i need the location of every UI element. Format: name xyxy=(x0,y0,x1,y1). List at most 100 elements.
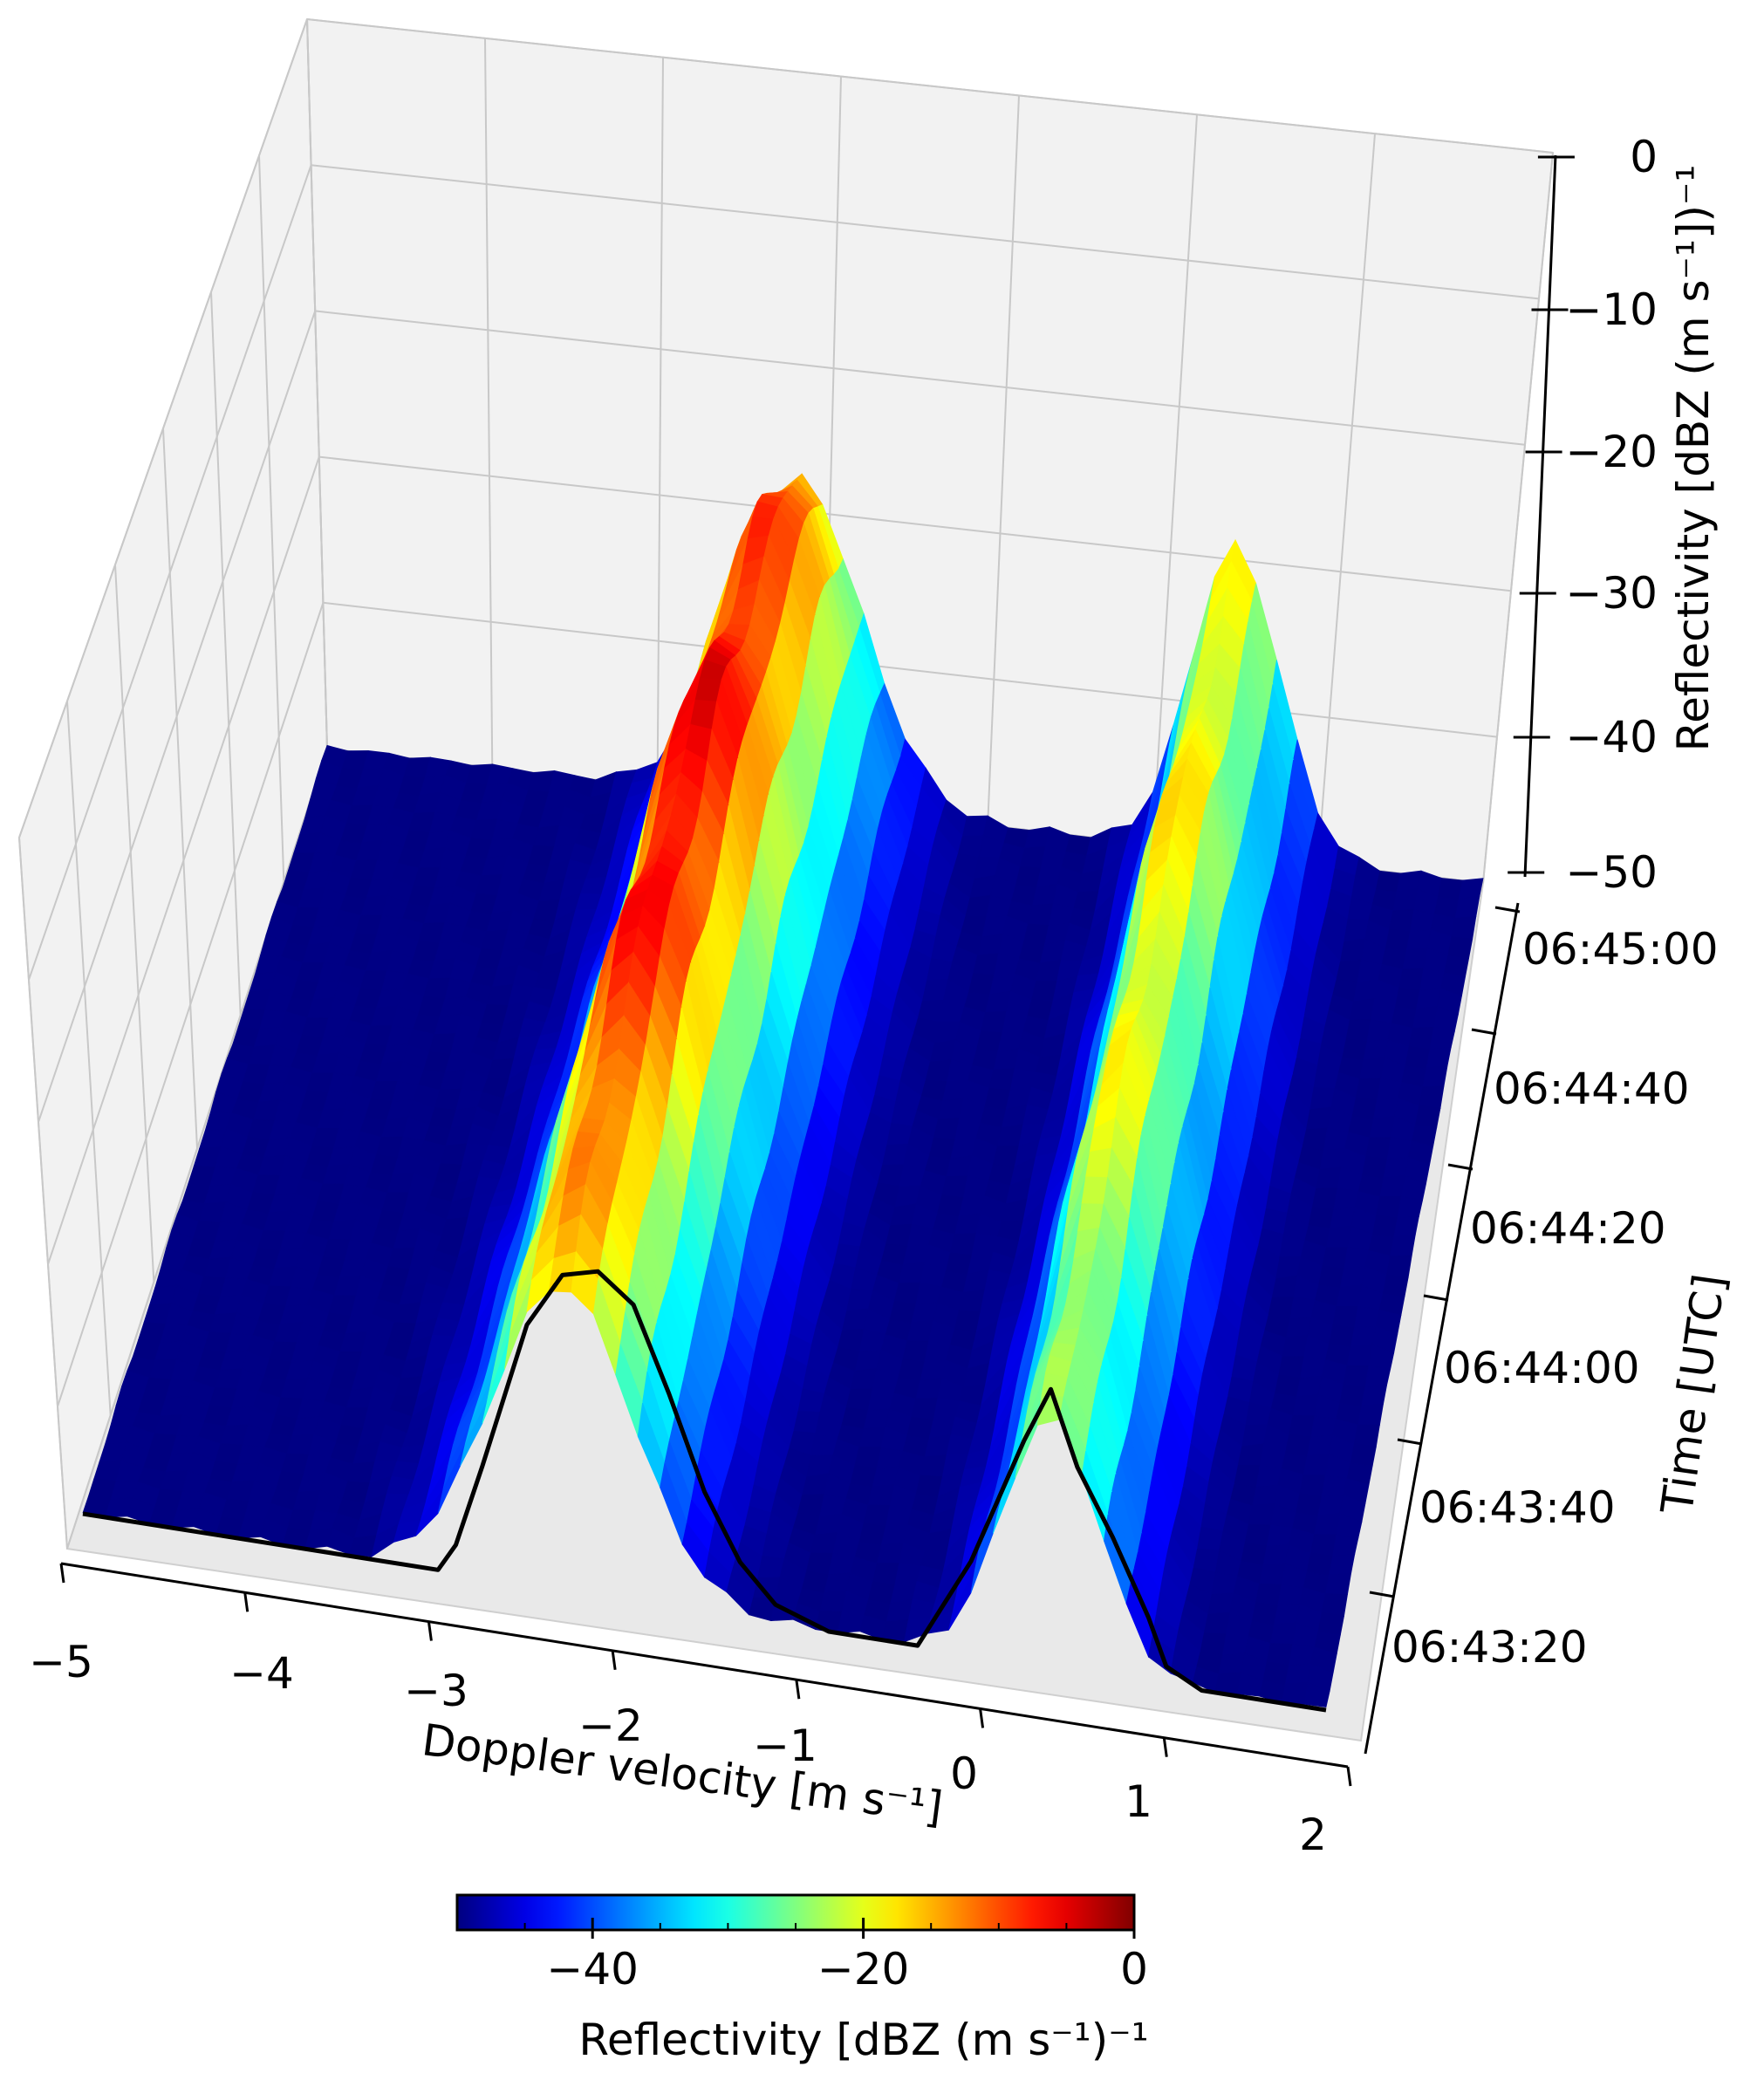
surface-facet xyxy=(868,1581,896,1605)
tick-mark xyxy=(1471,1028,1497,1036)
x-tick-label: 1 xyxy=(1125,1776,1152,1827)
colorbar-tick-label: 0 xyxy=(1120,1944,1148,1995)
grid-line xyxy=(162,428,198,1149)
tick-mark xyxy=(59,1563,65,1584)
surface-facet xyxy=(1262,1661,1289,1685)
right-back-pane xyxy=(305,17,1555,885)
surface-facet xyxy=(1085,1147,1112,1179)
surface-facet xyxy=(1274,1603,1301,1625)
grid-line xyxy=(656,57,664,788)
z-tick-label: −20 xyxy=(1565,427,1658,477)
surface-facet xyxy=(858,1522,886,1546)
surface-facet xyxy=(1359,1057,1385,1080)
surface-facet xyxy=(1398,968,1425,991)
surface-facet xyxy=(1310,1415,1337,1438)
grid-line xyxy=(306,18,1554,154)
surface-facet xyxy=(1344,1247,1370,1269)
x-tick-label: −3 xyxy=(404,1666,468,1716)
surface-facet xyxy=(1336,959,1362,983)
surface-facet xyxy=(1332,1534,1359,1557)
z-tick-label: 0 xyxy=(1630,132,1658,182)
x-tick-label: 2 xyxy=(1299,1810,1327,1860)
surface-facet xyxy=(1392,888,1419,912)
surface-facet xyxy=(906,1416,934,1440)
surface-facet xyxy=(1271,1275,1298,1298)
surface-facet xyxy=(1259,1563,1286,1585)
surface-facet xyxy=(1310,1534,1337,1557)
y-tick-label: 06:44:40 xyxy=(1494,1064,1690,1114)
tick-mark xyxy=(1423,1294,1449,1302)
surface-facet xyxy=(1311,1187,1338,1211)
surface-facet xyxy=(1415,1105,1441,1128)
surface-facet xyxy=(1289,1644,1316,1666)
surface-facet xyxy=(1321,1593,1348,1617)
grid-line xyxy=(210,291,242,1016)
reflectivity-surface xyxy=(82,473,1484,1708)
surface-facet xyxy=(1244,1523,1271,1547)
surface-facet xyxy=(1306,1552,1334,1576)
grid-line xyxy=(258,155,285,882)
y-tick-label: 06:44:20 xyxy=(1470,1203,1666,1254)
surface-facet xyxy=(1266,1643,1294,1666)
surface-facet xyxy=(1251,1602,1279,1625)
surface-facet xyxy=(1454,895,1480,919)
surface-facet xyxy=(1419,968,1446,991)
surface-facet xyxy=(1390,1234,1416,1257)
surface-facet xyxy=(1447,936,1473,959)
surface-facet xyxy=(1321,1475,1348,1498)
colorbar-gradient xyxy=(455,1893,1136,1932)
surface-facet xyxy=(1429,1026,1455,1050)
surface-facet xyxy=(1317,1611,1344,1636)
surface-facet xyxy=(1285,1434,1312,1457)
tick-mark xyxy=(1369,1591,1395,1598)
x-tick-label: −1 xyxy=(753,1721,817,1771)
surface-facet xyxy=(1351,1097,1378,1120)
surface-facet xyxy=(1336,1284,1363,1307)
surface-facet xyxy=(1302,1454,1330,1476)
grid-line xyxy=(66,701,112,1416)
surface-facet xyxy=(1405,1046,1431,1069)
x-axis-title: Doppler velocity [m s⁻¹] xyxy=(419,1714,946,1833)
surface-facet xyxy=(1292,1394,1319,1417)
surface-facet xyxy=(1316,1167,1342,1189)
surface-facet xyxy=(1389,909,1415,933)
surface-facet xyxy=(1397,1195,1423,1219)
surface-facet xyxy=(1317,1494,1344,1516)
grid-line xyxy=(1152,114,1198,845)
tick-mark xyxy=(795,1679,801,1700)
x-tick-label: −4 xyxy=(229,1648,294,1699)
surface-facet xyxy=(1376,1195,1402,1219)
grid-line xyxy=(484,38,494,769)
colorbar-tick-label: −40 xyxy=(546,1944,639,1995)
surface-facet xyxy=(1379,1174,1405,1198)
x-tick-label: −5 xyxy=(29,1637,93,1687)
grid-line xyxy=(1482,152,1554,884)
surface-facet xyxy=(1289,1415,1316,1438)
colorbar: −40 −20 0 xyxy=(455,1893,1148,1995)
surface-facet xyxy=(1371,1215,1398,1238)
surface-facet xyxy=(1393,1215,1419,1238)
tick-mark xyxy=(611,1650,617,1671)
front-profile-polyline xyxy=(82,1269,1327,1713)
surface-facet xyxy=(1248,1503,1275,1526)
surface-facet xyxy=(1268,1296,1295,1320)
surface-facet xyxy=(1364,1365,1391,1388)
tick-mark xyxy=(1447,1163,1473,1171)
surface-facet xyxy=(1262,1543,1289,1566)
surface-facet xyxy=(1324,1572,1352,1595)
surface-facet xyxy=(1343,1365,1370,1388)
surface-facet xyxy=(1318,1265,1345,1289)
surface-facet xyxy=(1350,1325,1377,1348)
y-tick-label: 06:43:40 xyxy=(1419,1482,1616,1533)
colorbar-tick-label: −20 xyxy=(817,1944,910,1995)
surface-facet xyxy=(1350,1443,1377,1467)
grid-line xyxy=(18,837,68,1550)
surface-facet xyxy=(1357,1403,1384,1426)
surface-facet xyxy=(1329,1324,1355,1348)
surface-facet xyxy=(1386,1255,1412,1278)
y-axis-line xyxy=(1364,902,1520,1755)
grid-line xyxy=(306,18,328,749)
x-tick-label: −2 xyxy=(578,1700,643,1751)
surface-facet xyxy=(1218,1652,1246,1674)
surface-facet xyxy=(1402,947,1428,970)
